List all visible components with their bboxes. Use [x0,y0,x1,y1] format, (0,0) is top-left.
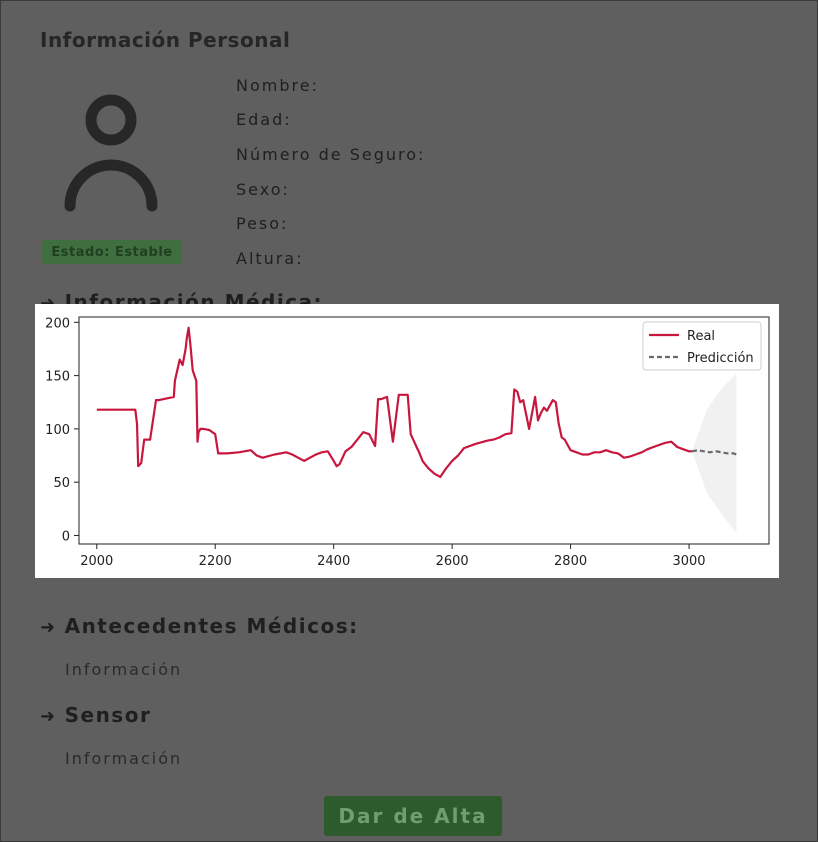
x-tick: 2400 [317,544,350,569]
medical-history-heading-text: Antecedentes Médicos: [64,614,359,638]
status-badge: Estado: Estable [42,240,182,264]
y-tick-label: 200 [45,316,70,331]
vital-sign-chart: 2000 2200 2400 2600 2800 3000 0 50 100 1… [35,304,779,578]
personal-info-title: Información Personal [40,28,291,52]
prediction-confidence-band [692,373,737,534]
series-prediction-line [691,449,737,456]
medical-history-text: Información [65,660,183,679]
y-tick: 0 [62,529,79,544]
sensor-text: Información [65,749,183,768]
y-tick: 150 [45,370,79,385]
y-tick: 100 [45,423,79,438]
x-axis: 2000 2200 2400 2600 2800 3000 [80,544,706,569]
x-tick-label: 2400 [317,554,350,569]
height-label: Altura: [236,249,304,268]
sensor-heading-text: Sensor [64,703,152,727]
x-tick-label: 2200 [199,554,232,569]
y-tick-label: 150 [45,370,70,385]
name-label: Nombre: [236,76,319,95]
series-real-line [96,326,692,478]
x-tick: 2800 [554,544,587,569]
age-label: Edad: [236,110,292,129]
x-tick-label: 2000 [80,554,113,569]
medical-history-heading: ➜ Antecedentes Médicos: [40,614,359,638]
x-tick-label: 2800 [554,554,587,569]
sex-label: Sexo: [236,180,290,199]
x-tick: 2000 [80,544,113,569]
x-tick-label: 3000 [672,554,705,569]
user-icon [56,88,166,218]
y-tick: 50 [53,476,79,491]
discharge-button[interactable]: Dar de Alta [324,796,502,836]
arrow-right-icon: ➜ [40,706,57,727]
y-axis: 0 50 100 150 200 [45,316,79,544]
y-tick-label: 50 [53,476,70,491]
legend-prediction-label: Predicción [687,351,754,366]
x-tick-label: 2600 [436,554,469,569]
arrow-right-icon: ➜ [40,617,57,638]
chart-canvas: 2000 2200 2400 2600 2800 3000 0 50 100 1… [45,316,770,569]
x-tick: 3000 [672,544,706,569]
weight-label: Peso: [236,214,289,233]
y-tick-label: 100 [45,423,70,438]
y-tick-label: 0 [62,529,70,544]
plot-frame [78,316,770,545]
x-tick: 2200 [199,544,232,569]
sensor-heading: ➜ Sensor [40,703,151,727]
x-tick: 2600 [436,544,469,569]
chart-legend: Real Predicción [642,321,762,371]
insurance-number-label: Número de Seguro: [236,145,426,164]
legend-real-label: Real [687,329,715,344]
y-tick: 200 [45,316,79,331]
